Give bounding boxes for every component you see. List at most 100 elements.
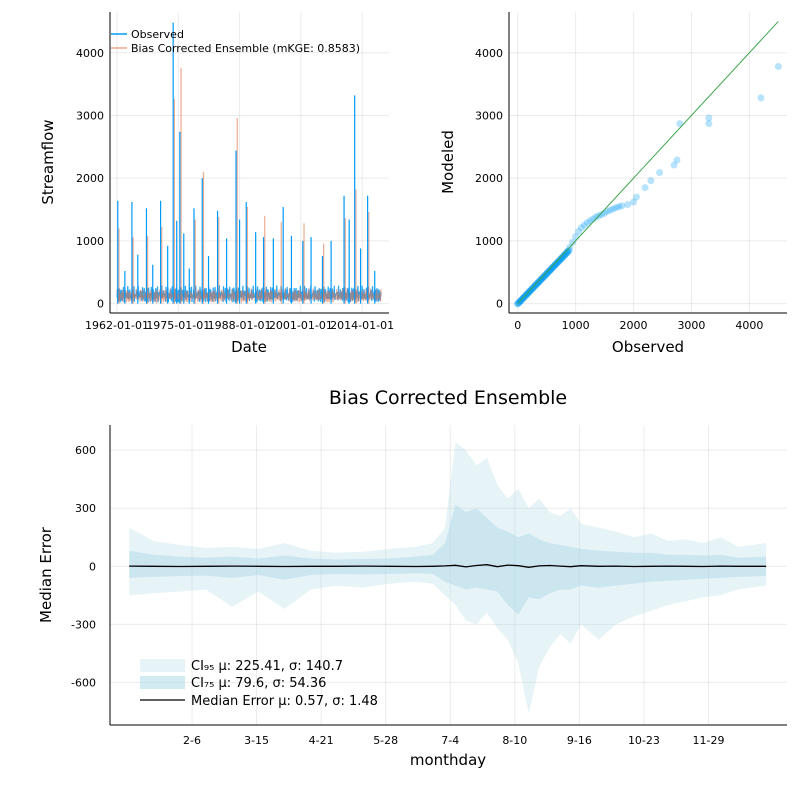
scatter-point: [528, 285, 536, 293]
legend-label-bias-corrected: Bias Corrected Ensemble (mKGE: 0.8583): [131, 42, 360, 55]
scatter-point: [554, 258, 562, 266]
scatter-point: [544, 269, 552, 277]
x-tick-label: 0: [514, 319, 521, 332]
x-tick-label: 10-23: [628, 734, 660, 747]
scatter-point: [551, 261, 559, 269]
scatter-point: [548, 264, 556, 272]
scatter-point: [565, 246, 573, 254]
scatter-point: [537, 276, 545, 284]
scatter-point: [577, 224, 585, 232]
scatter-point: [534, 279, 542, 287]
x-tick-label: 3-15: [244, 734, 269, 747]
scatter-point: [565, 247, 573, 255]
x-tick-label: 3000: [677, 319, 705, 332]
scatter-point: [527, 286, 535, 294]
scatter-point: [561, 251, 569, 259]
legend-swatch-ci95: [140, 659, 185, 672]
scatter-point: [583, 219, 591, 227]
x-tick-label: 2-6: [183, 734, 201, 747]
y-tick-label: 2000: [475, 172, 503, 185]
scatter-point: [543, 270, 551, 278]
scatter-point: [552, 260, 560, 268]
scatter-point: [539, 274, 547, 282]
ci95-band: [129, 442, 767, 714]
scatter-point: [555, 257, 563, 265]
median-error-line: [129, 564, 767, 568]
scatter-point: [598, 211, 606, 219]
y-tick-label: 600: [75, 444, 96, 457]
scatter-point: [592, 213, 600, 221]
scatter-point: [606, 206, 614, 214]
scatter-point: [552, 260, 560, 268]
scatter-point: [656, 169, 664, 177]
legend-label-ci75: CI₇₅ μ: 79.6, σ: 54.36: [191, 676, 326, 691]
scatter-point: [548, 264, 556, 272]
scatter-point: [705, 120, 713, 128]
x-tick-label: 1975-01-01: [146, 319, 210, 332]
scatter-point: [630, 198, 638, 206]
scatter-point: [564, 248, 572, 256]
scatter-point: [540, 273, 548, 281]
scatter-point: [580, 221, 588, 229]
x-tick-label: 4-21: [309, 734, 334, 747]
scatter-point: [603, 207, 611, 215]
x-tick-label: 1000: [562, 319, 590, 332]
x-tick-label: 8-10: [502, 734, 527, 747]
scatter-point: [531, 282, 539, 290]
y-tick-label: 3000: [76, 109, 104, 122]
scatter-point: [528, 285, 536, 293]
y-tick-label: 0: [89, 560, 96, 573]
scatter-point: [543, 269, 551, 277]
x-tick-label: 7-4: [441, 734, 459, 747]
identity-line: [517, 21, 779, 304]
scatter-point: [544, 268, 552, 276]
scatter-point: [569, 238, 577, 246]
x-tick-label: 1988-01-01: [208, 319, 272, 332]
scatter-point: [536, 276, 544, 284]
scatter-point: [551, 260, 559, 268]
scatter-point: [612, 204, 620, 212]
scatter-point: [558, 254, 566, 262]
scatter-point: [673, 156, 681, 164]
scatter-point: [535, 278, 543, 286]
scatter-point: [560, 251, 568, 259]
scatter-point: [618, 202, 626, 210]
scatter-point: [562, 249, 570, 257]
scatter-point: [538, 275, 546, 283]
scatter-point: [529, 284, 537, 292]
scatter-point: [537, 275, 545, 283]
y-tick-label: 4000: [76, 47, 104, 60]
scatter-point: [551, 261, 559, 269]
scatter-point: [562, 250, 570, 258]
scatter-point: [575, 227, 582, 235]
scatter-point: [559, 252, 567, 260]
scatter-point: [537, 275, 545, 283]
scatter-point: [545, 267, 553, 275]
scatter-point: [609, 205, 617, 213]
scatter-point: [774, 63, 782, 71]
scatter-point: [561, 251, 569, 259]
x-axis-label: Date: [231, 338, 267, 356]
scatter-point: [543, 269, 551, 277]
scatter-point: [559, 253, 567, 261]
scatter-point: [546, 266, 554, 274]
x-tick-label: 5-28: [373, 734, 398, 747]
scatter-point: [530, 282, 538, 290]
scatter-point: [557, 255, 565, 263]
y-tick-label: 2000: [76, 172, 104, 185]
x-tick-label: 9-16: [567, 734, 592, 747]
streamflow-timeseries-plot: 0 1000 2000 3000 4000 1962-01-011975-01-01198…: [39, 12, 394, 356]
y-tick-label: -300: [71, 618, 96, 631]
legend-label-observed: Observed: [131, 28, 184, 41]
legend-label-median-error: Median Error μ: 0.57, σ: 1.48: [191, 694, 378, 709]
scatter-point: [563, 248, 571, 256]
scatter-point: [557, 254, 565, 262]
scatter-point: [532, 281, 540, 289]
scatter-point: [676, 120, 684, 128]
scatter-point: [757, 94, 765, 102]
x-axis-label: Observed: [612, 338, 684, 356]
y-axis-label: Median Error: [37, 526, 55, 623]
y-axis-label: Streamflow: [39, 119, 57, 204]
scatter-point: [535, 278, 543, 286]
x-tick-label: 4000: [735, 319, 763, 332]
